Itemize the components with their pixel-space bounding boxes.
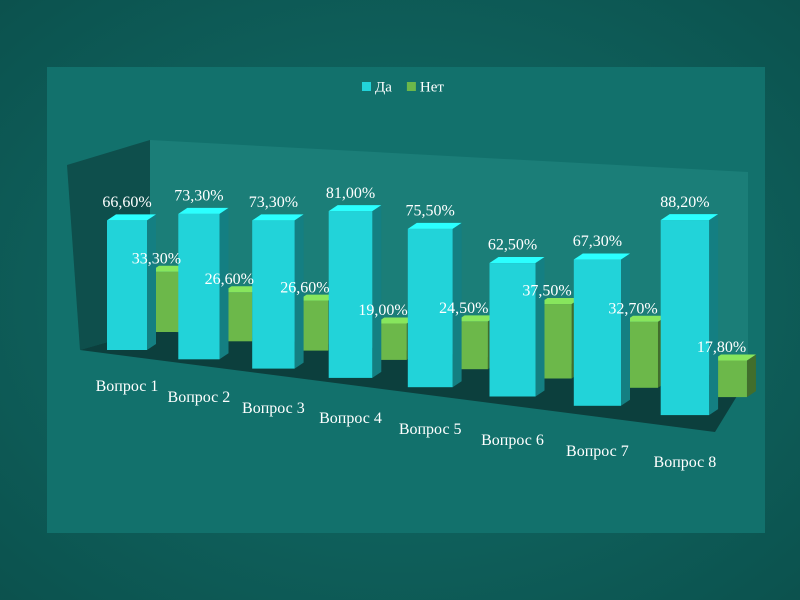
value-label: 17,80%	[697, 339, 746, 356]
value-label: 88,20%	[660, 194, 709, 211]
value-label: 73,30%	[174, 188, 223, 205]
value-label: 37,50%	[522, 283, 571, 300]
bar	[407, 228, 453, 388]
bar-top	[407, 222, 462, 229]
bar-top	[660, 214, 719, 221]
bar-side	[147, 214, 156, 350]
x-tick-label: Вопрос 1	[95, 378, 159, 395]
x-tick-label: Вопрос 6	[481, 432, 544, 449]
value-label: 81,00%	[326, 185, 375, 202]
x-tick-label: Вопрос 2	[167, 388, 231, 406]
legend-swatch	[362, 82, 371, 91]
bar-side	[709, 214, 719, 416]
legend-swatch	[406, 82, 416, 91]
bar-top	[252, 214, 304, 221]
value-label: 33,30%	[132, 250, 181, 267]
x-tick-label: Вопрос 5	[398, 421, 462, 439]
value-label: 75,50%	[406, 203, 455, 220]
bar-top	[222, 286, 262, 293]
bar-top	[455, 315, 497, 322]
bar	[252, 220, 295, 369]
value-label: 24,50%	[439, 300, 488, 317]
bar	[660, 220, 710, 416]
value-label: 67,30%	[573, 233, 622, 250]
x-tick-label: Вопрос 8	[653, 453, 717, 471]
bar-top	[624, 315, 667, 322]
bar-top	[489, 257, 545, 264]
value-label: 73,30%	[249, 194, 298, 211]
value-label: 62,50%	[488, 237, 537, 254]
value-labels: 66,60% 33,30% 73,30% 26,60% 73,30% 26,60% 81,0…	[102, 185, 746, 356]
value-label: 26,60%	[205, 271, 254, 288]
bar-side	[535, 257, 545, 397]
bar-side	[219, 207, 229, 360]
x-tick-label: Вопрос 4	[319, 410, 382, 428]
legend: Да Нет	[362, 79, 444, 95]
bar-side	[746, 354, 756, 398]
bar-top	[178, 207, 229, 214]
legend-label: Нет	[420, 79, 444, 95]
value-label: 26,60%	[280, 279, 329, 296]
bar-top	[538, 298, 581, 305]
bar	[107, 220, 147, 350]
bar-top	[328, 205, 382, 212]
bar-top	[573, 253, 630, 260]
bar-top	[107, 214, 156, 221]
bar	[573, 259, 621, 406]
value-label: 32,70%	[608, 300, 657, 317]
bar-top	[375, 317, 416, 324]
x-tick-label: Вопрос 3	[242, 399, 305, 417]
bar-side	[621, 253, 630, 406]
bar-top	[297, 294, 338, 301]
bar-side	[294, 214, 304, 369]
bar-top	[712, 354, 756, 361]
x-tick-label: Вопрос 7	[566, 442, 629, 460]
legend-label: Да	[375, 79, 392, 95]
value-label: 66,60%	[102, 194, 151, 211]
bars	[107, 205, 756, 416]
bar-side	[372, 205, 382, 378]
bar	[489, 263, 536, 397]
bar-side	[452, 222, 462, 388]
value-label: 19,00%	[358, 302, 407, 319]
bar	[178, 213, 220, 360]
bar	[328, 211, 373, 378]
